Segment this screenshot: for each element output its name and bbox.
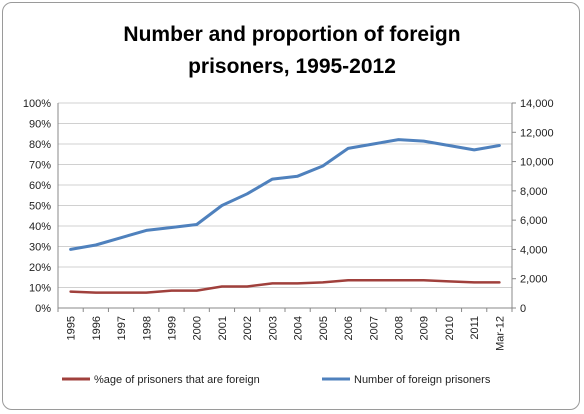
x-tick-label: 2002 xyxy=(242,316,254,340)
x-tick-label: 2003 xyxy=(267,316,279,340)
legend-label-1: %age of prisoners that are foreign xyxy=(94,374,260,386)
right-tick-label: 10,000 xyxy=(520,157,554,169)
x-tick-label: 2011 xyxy=(469,316,481,340)
series-line-2 xyxy=(69,138,501,251)
x-tick-label: 2001 xyxy=(217,316,229,340)
left-tick-label: 100% xyxy=(23,98,51,110)
left-tick-label: 70% xyxy=(29,160,51,172)
legend: %age of prisoners that are foreign Number… xyxy=(62,374,491,386)
x-tick-label: 1995 xyxy=(66,316,78,340)
x-tick-label: 1999 xyxy=(167,316,179,340)
x-tick-label: 2005 xyxy=(318,316,330,340)
right-tick-label: 14,000 xyxy=(520,98,554,110)
x-tick-label: 2008 xyxy=(394,316,406,340)
x-tick-label: 2009 xyxy=(419,316,431,340)
x-tick-label: 2006 xyxy=(343,316,355,340)
left-tick-label: 90% xyxy=(29,119,51,131)
chart-title-line2: prisoners, 1995-2012 xyxy=(188,55,396,78)
x-axis-ticks: 1995 1996 1997 1998 1999 2000 2001 2002 2003 2004… xyxy=(66,316,507,351)
left-tick-label: 80% xyxy=(29,139,51,151)
left-tick-label: 30% xyxy=(29,242,51,254)
series-lines xyxy=(69,138,501,294)
left-tick-label: 20% xyxy=(29,262,51,274)
right-tick-label: 4,000 xyxy=(520,244,548,256)
right-tick-label: 8,000 xyxy=(520,186,548,198)
x-tick-label: 2004 xyxy=(293,316,305,340)
left-tick-label: 60% xyxy=(29,180,51,192)
legend-label-2: Number of foreign prisoners xyxy=(354,374,491,386)
right-axis-ticks: 0 2,000 4,000 6,000 8,000 10,000 12,000 14,000 xyxy=(520,98,554,315)
x-tick-label: 2007 xyxy=(368,316,380,340)
right-tick-label: 0 xyxy=(520,303,526,315)
x-tick-label: 1998 xyxy=(141,316,153,340)
x-tick-label: 1997 xyxy=(116,316,128,340)
left-axis-ticks: 0% 10% 20% 30% 40% 50% 60% 70% 80% 90% 100% xyxy=(23,98,51,315)
right-tick-label: 2,000 xyxy=(520,274,548,286)
x-tick-label: Mar-12 xyxy=(494,316,506,351)
series-line-1 xyxy=(69,279,501,294)
left-tick-label: 50% xyxy=(29,201,51,213)
right-tick-label: 6,000 xyxy=(520,215,548,227)
gridlines xyxy=(58,102,512,309)
left-tick-label: 40% xyxy=(29,221,51,233)
chart-title-line1: Number and proportion of foreign xyxy=(123,23,460,46)
x-tick-label: 2010 xyxy=(444,316,456,340)
x-tick-label: 2000 xyxy=(192,316,204,340)
right-tick-label: 12,000 xyxy=(520,127,554,139)
left-tick-label: 0% xyxy=(35,303,51,315)
left-tick-label: 10% xyxy=(29,283,51,295)
x-tick-label: 1996 xyxy=(91,316,103,340)
axes xyxy=(57,102,516,312)
